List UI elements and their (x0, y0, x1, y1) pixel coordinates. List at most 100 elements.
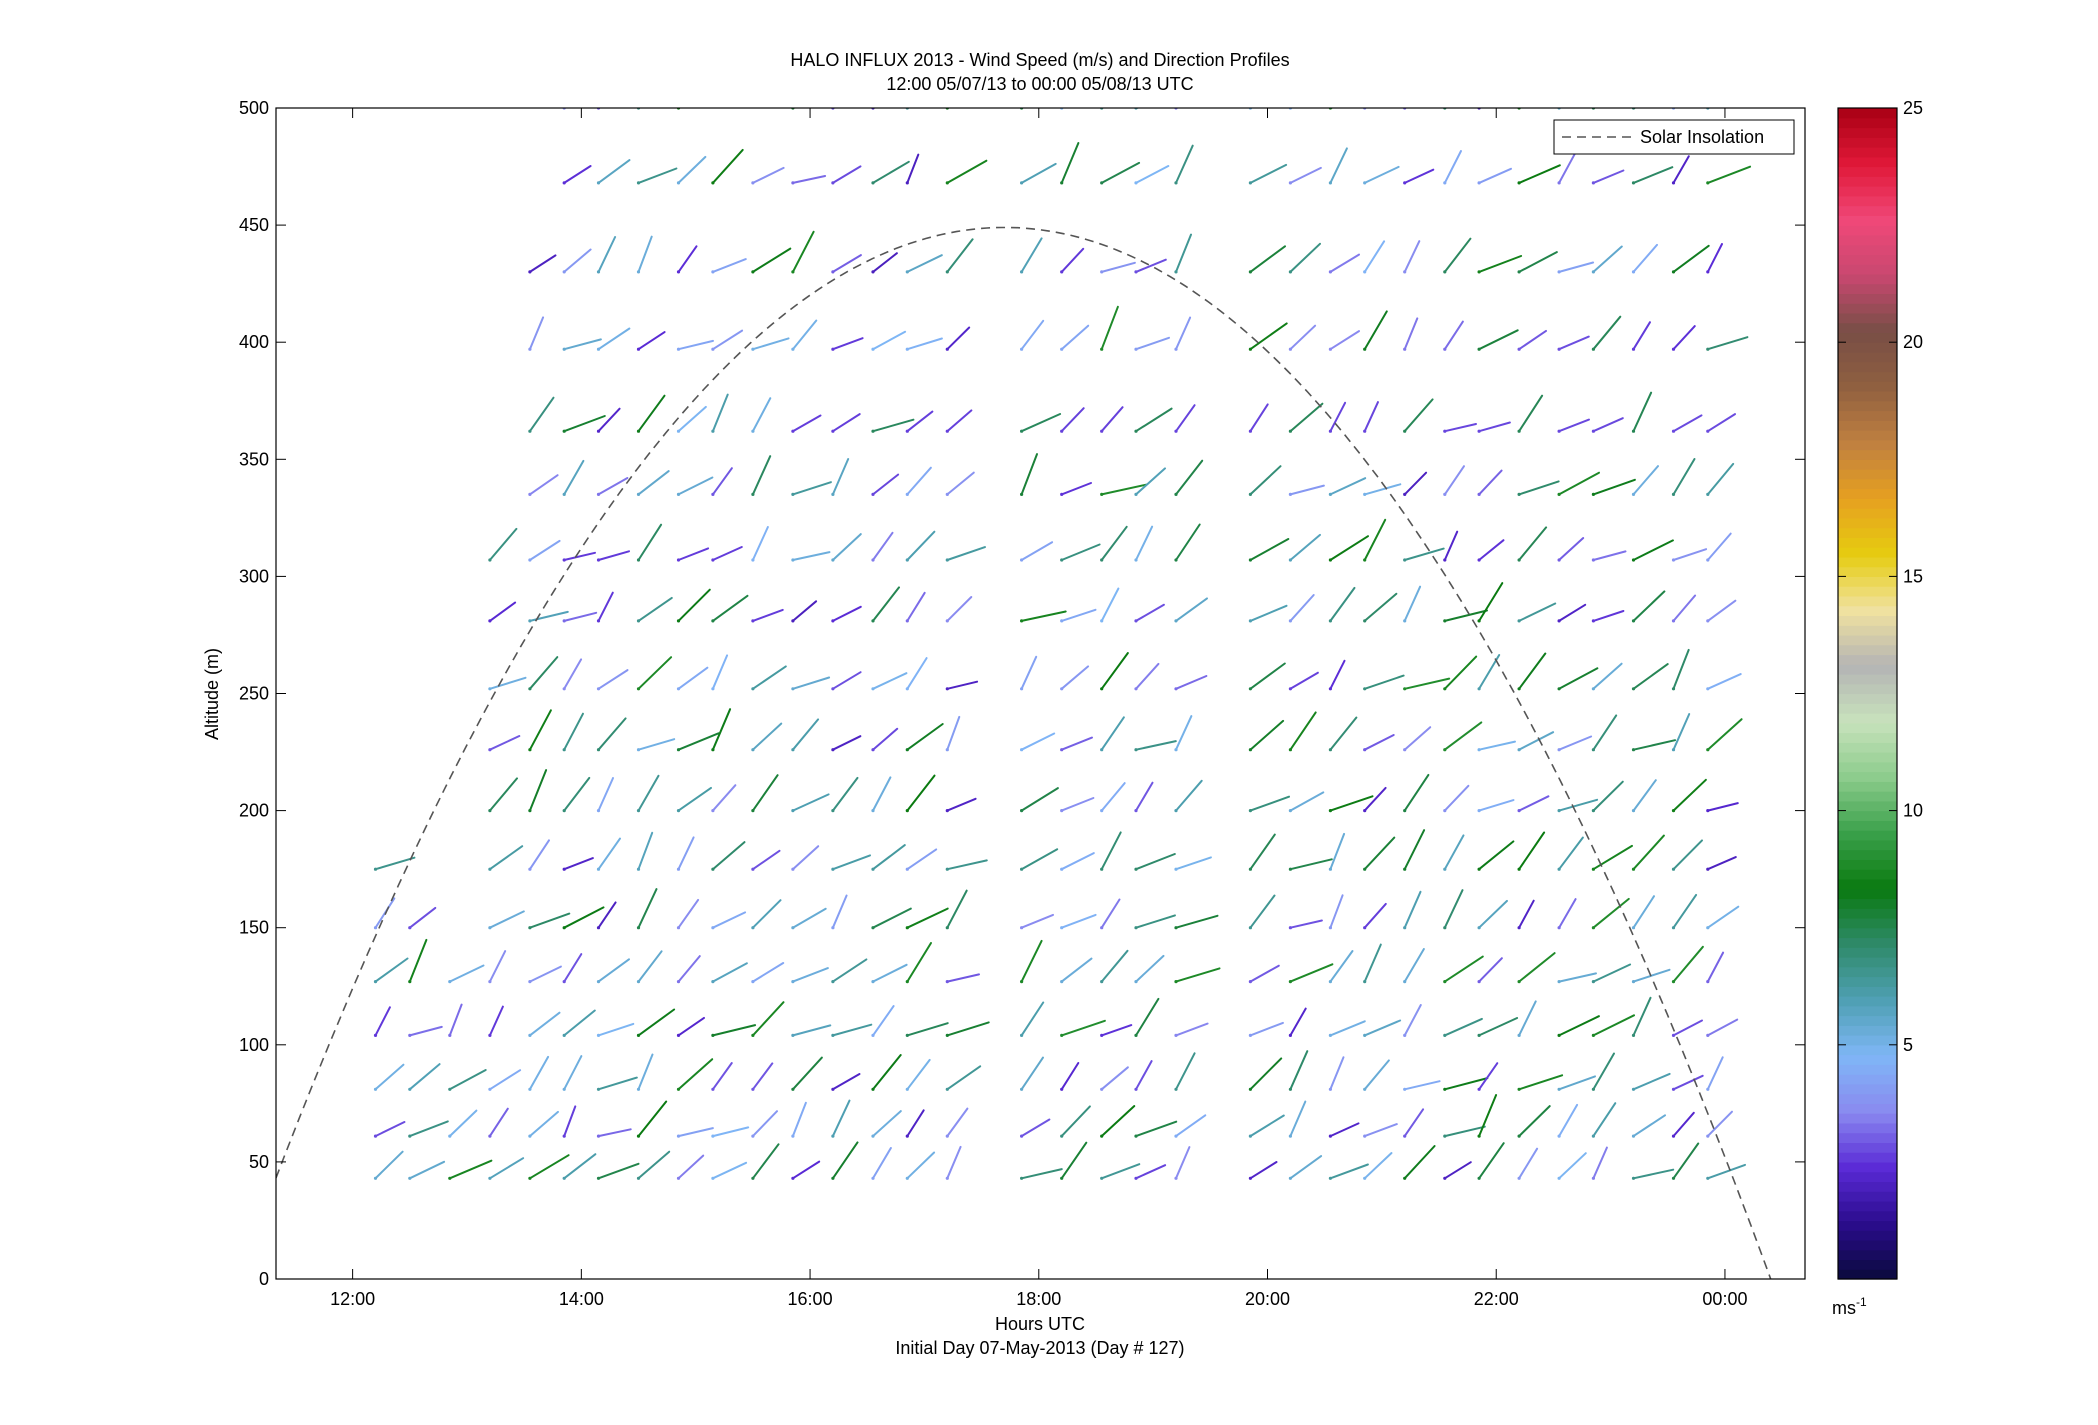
wind-vector-base (1591, 748, 1595, 752)
wind-vector (791, 319, 818, 351)
wind-vector (1020, 913, 1054, 929)
colorbar-band (1838, 537, 1897, 548)
wind-vector (1518, 952, 1556, 983)
chart-title: HALO INFLUX 2013 - Wind Speed (m/s) and … (790, 50, 1289, 70)
colorbar-band (1838, 947, 1897, 958)
wind-vector (1329, 401, 1347, 433)
wind-vector-base (831, 748, 835, 752)
colorbar-band (1838, 1083, 1897, 1095)
wind-vector (1289, 533, 1321, 561)
wind-vector (1443, 1161, 1472, 1180)
colorbar-band (1838, 898, 1897, 909)
wind-vector (791, 414, 822, 433)
wind-vector (374, 1150, 404, 1180)
wind-vector-base (676, 429, 681, 433)
wind-vector (597, 777, 614, 812)
wind-vector-base (373, 926, 378, 930)
wind-vector (906, 337, 943, 351)
wind-vector (1403, 677, 1451, 690)
wind-vector (751, 1143, 780, 1180)
wind-vector-base (1557, 980, 1561, 984)
colorbar-band (1838, 1259, 1897, 1270)
wind-vector-base (1671, 980, 1676, 984)
wind-vector (946, 159, 988, 184)
wind-vector (1060, 608, 1097, 622)
colorbar-band (1838, 966, 1897, 978)
wind-vector-base (1631, 1134, 1636, 1138)
wind-vector (1289, 671, 1319, 690)
wind-vector-base (488, 1087, 492, 1091)
wind-vector-base (831, 1134, 835, 1138)
colorbar-band (1838, 195, 1897, 207)
wind-vector (1403, 547, 1445, 561)
wind-vector (906, 591, 926, 622)
wind-vector-base (1248, 270, 1252, 274)
y-tick-label: 500 (239, 98, 269, 118)
wind-vector (448, 1069, 487, 1091)
wind-vector (528, 254, 557, 273)
wind-vector (1249, 1161, 1278, 1180)
wind-vector (1135, 258, 1167, 273)
wind-vector (1558, 1103, 1579, 1138)
wind-vector-base (1557, 926, 1561, 930)
wind-vector-base (791, 619, 795, 623)
wind-vector (906, 410, 934, 433)
wind-vector (1672, 839, 1703, 871)
wind-vector-base (1328, 429, 1332, 433)
wind-vector (1249, 245, 1286, 273)
wind-vector-base (1517, 181, 1521, 185)
wind-vector-base (831, 492, 835, 496)
wind-vector-base (1328, 1134, 1332, 1138)
wind-vector-base (871, 867, 875, 871)
y-axis-label: Altitude (m) (202, 648, 222, 740)
wind-vector-base (1100, 867, 1104, 871)
wind-vector (528, 610, 569, 622)
wind-vector (1175, 1022, 1209, 1037)
wind-vector-base (1443, 1134, 1447, 1138)
wind-vector-base (636, 270, 641, 274)
wind-vector-base (1020, 1087, 1024, 1091)
wind-vector-base (676, 980, 681, 984)
wind-vector (946, 797, 977, 812)
wind-vector (872, 1110, 902, 1138)
wind-vector (374, 1006, 391, 1037)
wind-vector-base (1020, 1134, 1024, 1138)
colorbar-band (1838, 1152, 1897, 1163)
wind-vector (1672, 414, 1703, 433)
wind-vector-base (448, 1087, 452, 1091)
wind-vector-base (488, 1033, 492, 1037)
wind-vector (1060, 1105, 1091, 1138)
colorbar-band (1838, 332, 1897, 343)
wind-vector (791, 718, 820, 751)
wind-vector (597, 1128, 632, 1138)
wind-vector-base (1671, 270, 1676, 274)
colorbar-band (1838, 986, 1897, 997)
colorbar-band (1838, 722, 1897, 734)
wind-vector-base (676, 558, 681, 562)
wind-vector (528, 396, 555, 433)
wind-vector-base (1174, 1033, 1178, 1037)
wind-vector (1478, 167, 1512, 184)
wind-vector-base (1288, 347, 1292, 351)
wind-vector-base (945, 809, 949, 813)
wind-vector (1060, 736, 1093, 751)
wind-vector-base (562, 492, 566, 496)
wind-vector (1289, 963, 1334, 983)
wind-vector (563, 551, 596, 561)
colorbar-band (1838, 742, 1897, 753)
wind-vector (677, 155, 707, 184)
wind-vector (563, 776, 591, 812)
wind-vector-base (791, 809, 795, 813)
wind-vector-base (562, 867, 566, 871)
wind-vector (791, 1024, 832, 1037)
wind-vector (711, 1126, 750, 1138)
y-tick-label: 50 (249, 1152, 269, 1172)
wind-vector (1289, 1100, 1307, 1138)
colorbar-band (1838, 644, 1897, 656)
y-tick-label: 100 (239, 1035, 269, 1055)
wind-vector-base (1591, 1176, 1595, 1180)
wind-vector-base (905, 1033, 909, 1037)
wind-vector (597, 958, 630, 983)
wind-vector-base (1100, 270, 1104, 274)
wind-vector (488, 950, 507, 983)
